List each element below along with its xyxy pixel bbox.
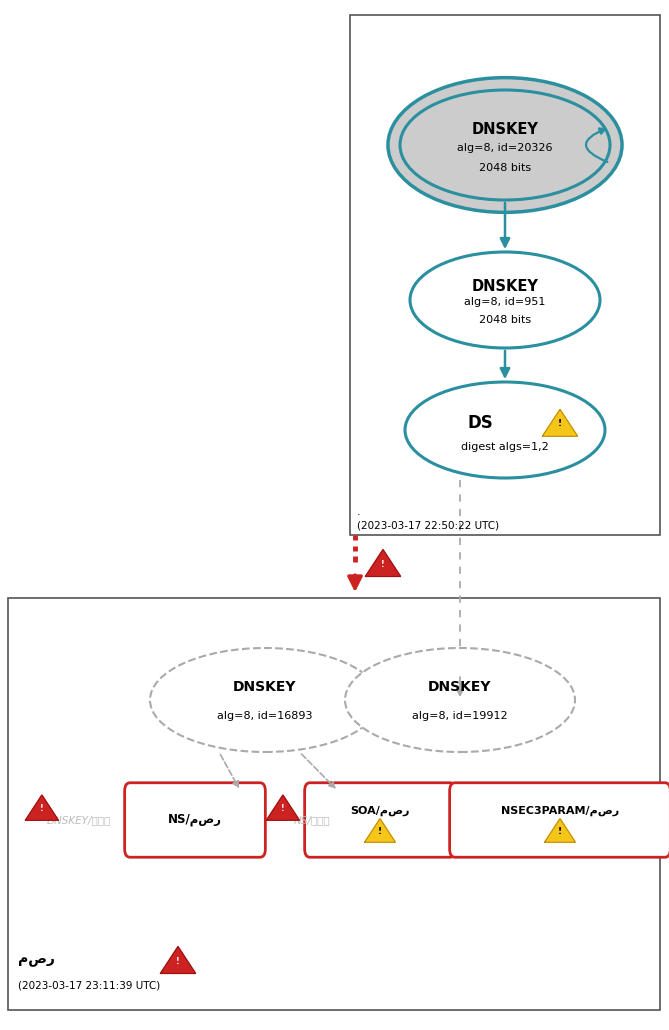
Ellipse shape — [388, 77, 622, 212]
Text: DNSKEY: DNSKEY — [428, 680, 492, 694]
FancyBboxPatch shape — [350, 15, 660, 535]
Polygon shape — [543, 409, 577, 437]
Text: !: ! — [381, 559, 385, 569]
Text: DNSKEY: DNSKEY — [472, 279, 539, 294]
Text: !: ! — [281, 804, 285, 814]
Text: DNSKEY: DNSKEY — [472, 123, 539, 137]
Text: !: ! — [40, 804, 43, 814]
Polygon shape — [545, 819, 575, 843]
Polygon shape — [266, 795, 300, 820]
Text: !: ! — [378, 827, 382, 836]
Text: (2023-03-17 22:50:22 UTC): (2023-03-17 22:50:22 UTC) — [357, 520, 499, 530]
Text: alg=8, id=951: alg=8, id=951 — [464, 298, 546, 307]
Ellipse shape — [410, 252, 600, 348]
Text: 2048 bits: 2048 bits — [479, 163, 531, 173]
Text: DNSKEY/مصر: DNSKEY/مصر — [47, 815, 111, 825]
Ellipse shape — [345, 648, 575, 752]
Text: alg=8, id=16893: alg=8, id=16893 — [217, 711, 312, 721]
Text: !: ! — [176, 957, 180, 965]
Text: digest algs=1,2: digest algs=1,2 — [461, 442, 549, 452]
Text: DNSKEY: DNSKEY — [233, 680, 297, 694]
Polygon shape — [365, 550, 401, 577]
Text: .: . — [357, 507, 361, 517]
Text: NSEC3PARAM/مصر: NSEC3PARAM/مصر — [501, 806, 619, 817]
Text: alg=8, id=20326: alg=8, id=20326 — [457, 143, 553, 152]
FancyBboxPatch shape — [8, 598, 660, 1010]
Text: NS/مصر: NS/مصر — [168, 814, 222, 826]
Text: !: ! — [558, 419, 562, 428]
Ellipse shape — [150, 648, 380, 752]
FancyBboxPatch shape — [450, 783, 669, 857]
Text: SOA/مصر: SOA/مصر — [351, 806, 409, 817]
Text: (2023-03-17 23:11:39 UTC): (2023-03-17 23:11:39 UTC) — [18, 980, 161, 990]
Text: alg=8, id=19912: alg=8, id=19912 — [412, 711, 508, 721]
FancyBboxPatch shape — [124, 783, 266, 857]
Polygon shape — [365, 819, 395, 843]
Ellipse shape — [400, 90, 610, 200]
Text: !: ! — [558, 827, 562, 836]
Polygon shape — [25, 795, 58, 820]
Ellipse shape — [405, 382, 605, 478]
FancyBboxPatch shape — [304, 783, 456, 857]
Text: مصر: مصر — [18, 953, 55, 967]
Text: DS: DS — [467, 414, 493, 432]
Text: 2048 bits: 2048 bits — [479, 315, 531, 325]
Text: NS/مصر: NS/مصر — [294, 815, 330, 825]
Polygon shape — [161, 947, 195, 973]
